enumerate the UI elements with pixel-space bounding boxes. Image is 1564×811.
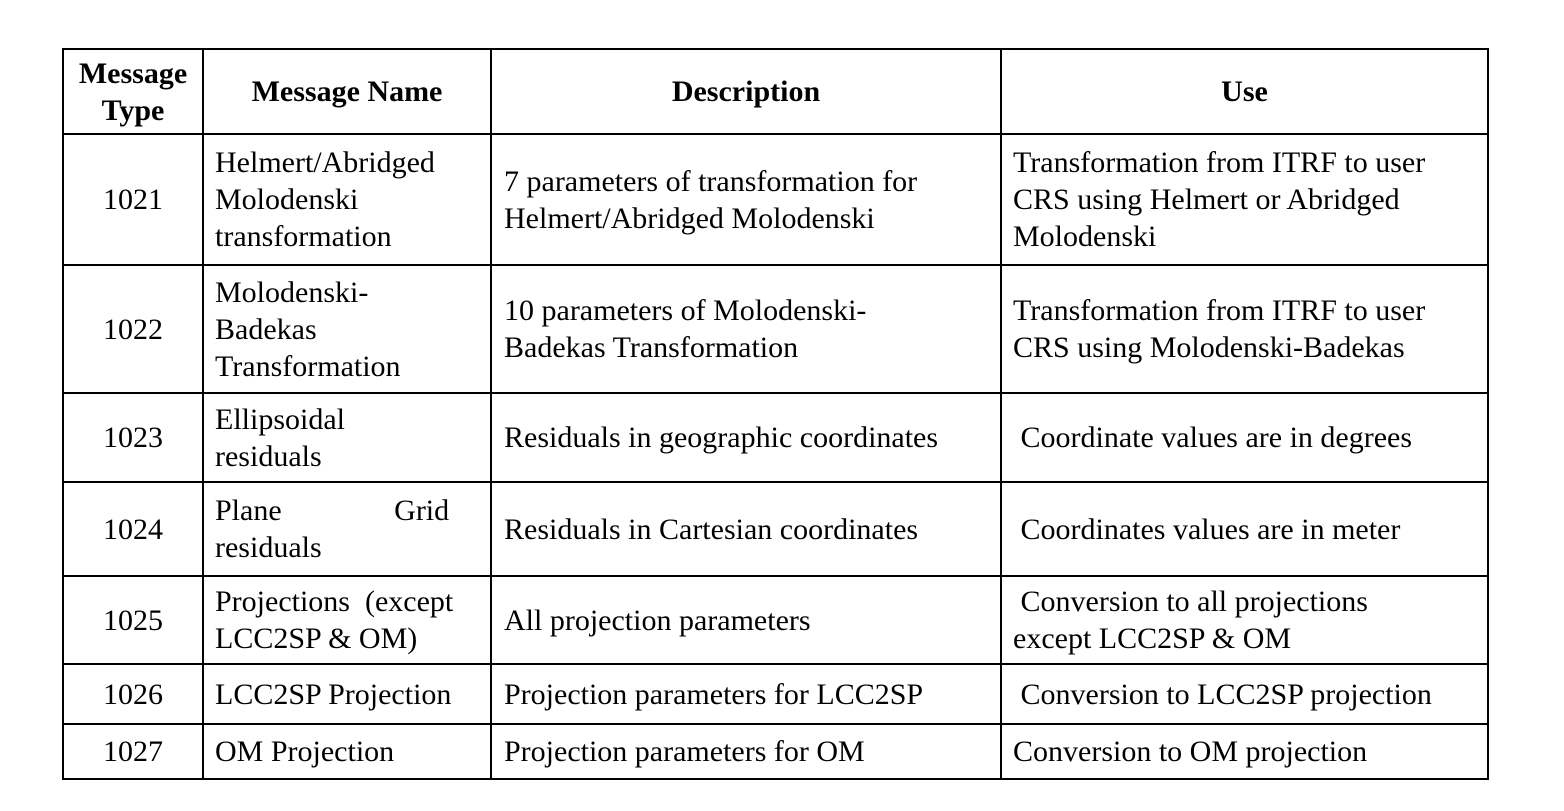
cell-message-type: 1027 <box>62 723 204 780</box>
cell-message-name: Molodenski- Badekas Transformation <box>202 264 492 394</box>
header-use: Use <box>1000 48 1489 135</box>
cell-use: Transformation from ITRF to user CRS usi… <box>1000 264 1489 394</box>
cell-use: Coordinates values are in meter <box>1000 481 1489 577</box>
cell-description: Residuals in Cartesian coordinates <box>490 481 1002 577</box>
cell-description: Projection parameters for LCC2SP <box>490 663 1002 725</box>
table-row: 1025 Projections (except LCC2SP & OM) Al… <box>62 575 1489 665</box>
table-row: 1022 Molodenski- Badekas Transformation … <box>62 264 1489 394</box>
cell-use: Conversion to LCC2SP projection <box>1000 663 1489 725</box>
message-types-table: Message Type Message Name Description Us… <box>62 48 1489 780</box>
header-description: Description <box>490 48 1002 135</box>
header-row: Message Type Message Name Description Us… <box>62 48 1489 135</box>
cell-message-name: Helmert/Abridged Molodenski transformati… <box>202 133 492 266</box>
table-row: 1021 Helmert/Abridged Molodenski transfo… <box>62 133 1489 266</box>
cell-message-type: 1025 <box>62 575 204 665</box>
cell-message-name: Ellipsoidal residuals <box>202 392 492 483</box>
cell-message-name: LCC2SP Projection <box>202 663 492 725</box>
cell-message-type: 1022 <box>62 264 204 394</box>
header-message-type: Message Type <box>62 48 204 135</box>
cell-message-type: 1023 <box>62 392 204 483</box>
cell-description: Projection parameters for OM <box>490 723 1002 780</box>
table-row: 1023 Ellipsoidal residuals Residuals in … <box>62 392 1489 483</box>
cell-message-type: 1024 <box>62 481 204 577</box>
cell-use: Conversion to OM projection <box>1000 723 1489 780</box>
table-row: 1026 LCC2SP Projection Projection parame… <box>62 663 1489 725</box>
header-message-name: Message Name <box>202 48 492 135</box>
cell-use: Coordinate values are in degrees <box>1000 392 1489 483</box>
cell-message-type: 1026 <box>62 663 204 725</box>
table-row: 1027 OM Projection Projection parameters… <box>62 723 1489 780</box>
cell-message-name: Projections (except LCC2SP & OM) <box>202 575 492 665</box>
cell-use: Conversion to all projections except LCC… <box>1000 575 1489 665</box>
table-row: 1024 Plane Grid residuals Residuals in C… <box>62 481 1489 577</box>
cell-description: 7 parameters of transformation for Helme… <box>490 133 1002 266</box>
cell-description: 10 parameters of Molodenski- Badekas Tra… <box>490 264 1002 394</box>
cell-message-type: 1021 <box>62 133 204 266</box>
cell-message-name: OM Projection <box>202 723 492 780</box>
cell-description: Residuals in geographic coordinates <box>490 392 1002 483</box>
cell-description: All projection parameters <box>490 575 1002 665</box>
cell-message-name: Plane Grid residuals <box>202 481 492 577</box>
cell-use: Transformation from ITRF to user CRS usi… <box>1000 133 1489 266</box>
